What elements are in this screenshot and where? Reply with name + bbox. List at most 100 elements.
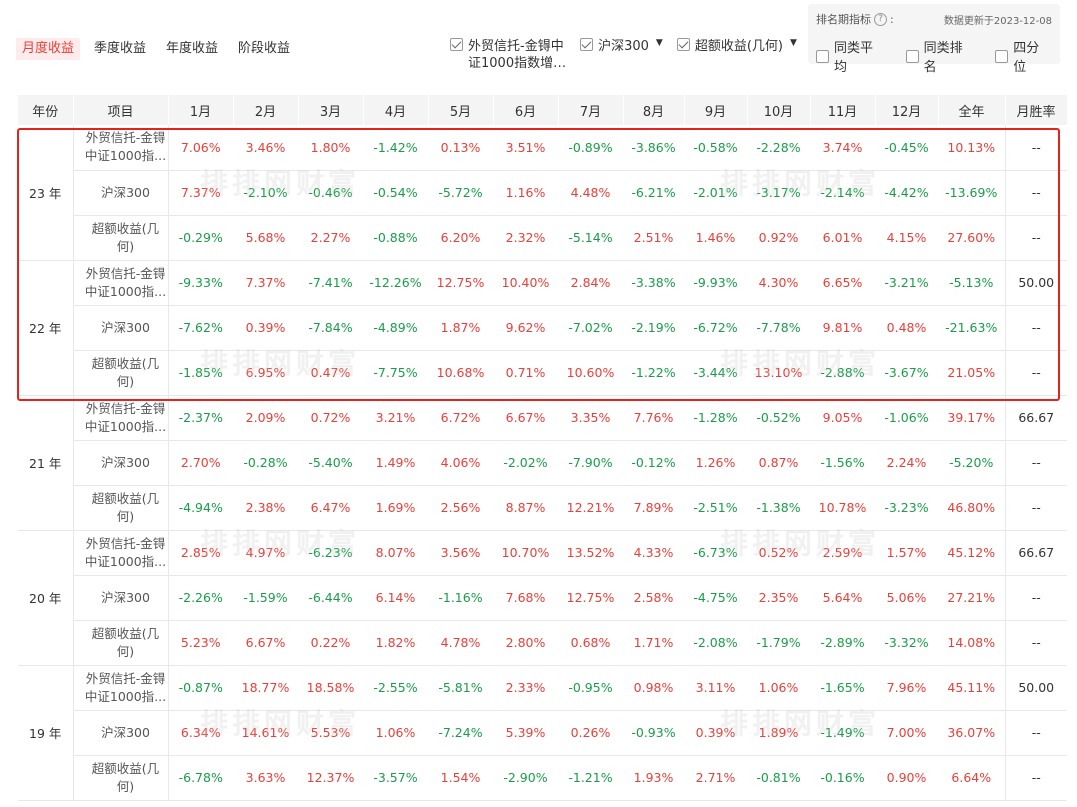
checkbox-fund[interactable] <box>450 38 463 51</box>
win-rate-cell: -- <box>1004 575 1067 621</box>
help-icon[interactable]: ? <box>874 12 887 26</box>
return-cell: 0.98% <box>623 665 684 711</box>
year-cell: 20 年 <box>18 530 74 666</box>
table-row: 超额收益(几何) -6.78% 3.63% 12.37% -3.57% 1.54% -2.9… <box>18 755 1067 801</box>
option-quartile[interactable]: 四分位 <box>995 37 1052 75</box>
return-cell: 0.26% <box>558 710 623 756</box>
return-cell: 12.75% <box>428 260 493 306</box>
table-row: 沪深300 -7.62% 0.39% -7.84% -4.89% 1.87% 9.62% -7… <box>18 305 1067 351</box>
return-cell: 0.13% <box>428 125 493 171</box>
table-row: 超额收益(几何) 5.23% 6.67% 0.22% 1.82% 4.78% 2.80% 0.… <box>18 620 1067 666</box>
return-cell: -1.16% <box>428 575 493 621</box>
return-cell: -2.90% <box>493 755 558 801</box>
return-cell: 0.39% <box>684 710 747 756</box>
win-rate-cell: -- <box>1004 755 1067 801</box>
return-cell: 13.52% <box>558 530 623 576</box>
return-cell: -2.28% <box>747 125 810 171</box>
return-cell: 4.33% <box>623 530 684 576</box>
return-cell: 14.08% <box>938 620 1005 666</box>
return-cell: 6.67% <box>493 395 558 441</box>
table-row: 沪深300 7.37% -2.10% -0.46% -0.54% -5.72% 1.16% 4… <box>18 170 1067 216</box>
return-cell: -1.38% <box>747 485 810 531</box>
tab-quarterly-return[interactable]: 季度收益 <box>94 41 147 56</box>
return-cell: 6.67% <box>233 620 298 666</box>
return-cell: -1.56% <box>810 440 875 486</box>
return-cell: -0.28% <box>233 440 298 486</box>
return-cell: -0.95% <box>558 665 623 711</box>
column-header: 7月 <box>558 95 624 125</box>
return-cell: 10.60% <box>558 350 623 396</box>
return-cell: 3.51% <box>493 125 558 171</box>
return-cell: 7.96% <box>875 665 938 711</box>
ranking-title-colon: : <box>890 12 894 26</box>
monthly-return-table: 年份 项目 1月 2月 3月 4月 5月 6月 7月 8月 9月 10月 11月 12月 全年 月胜率 23 … <box>18 95 1068 801</box>
item-label: 沪深300 <box>101 589 150 605</box>
checkbox-excess[interactable] <box>676 38 690 51</box>
return-cell: 3.63% <box>233 755 298 801</box>
return-cell: -4.89% <box>363 305 428 351</box>
return-cell: 1.80% <box>298 125 363 171</box>
option-peer-average[interactable]: 同类平均 <box>816 37 886 75</box>
return-cell: 4.06% <box>428 440 493 486</box>
return-period-tabs: 月度收益 季度收益 年度收益 阶段收益 <box>16 38 304 60</box>
legend-item-excess[interactable]: 超额收益(几何) ▼ <box>676 38 797 55</box>
table-row: 20 年外贸信托-金锝 中证1000指... 2.85% 4.97% -6.23% 8.0… <box>18 530 1067 666</box>
chevron-down-icon[interactable]: ▼ <box>655 38 663 48</box>
return-cell: 2.24% <box>875 440 938 486</box>
legend-item-hs300[interactable]: 沪深300 ▼ <box>580 38 663 55</box>
return-cell: 2.35% <box>747 575 810 621</box>
option-peer-rank[interactable]: 同类排名 <box>905 37 976 75</box>
data-update-time: 数据更新于2023-12-08 <box>943 16 1052 27</box>
return-cell: 21.05% <box>938 350 1005 396</box>
checkbox-peer-average[interactable] <box>816 49 829 63</box>
return-cell: -1.49% <box>810 710 875 756</box>
return-cell: 1.87% <box>428 305 493 351</box>
return-cell: -0.87% <box>168 665 233 711</box>
tab-monthly-return[interactable]: 月度收益 <box>16 38 81 60</box>
item-label: 超额收益(几何) <box>91 220 160 254</box>
win-rate-cell: -- <box>1004 170 1067 216</box>
return-cell: 7.00% <box>875 710 938 756</box>
column-header: 项目 <box>73 95 169 125</box>
return-cell: 4.48% <box>558 170 623 216</box>
return-cell: -1.42% <box>363 125 428 171</box>
checkbox-peer-rank[interactable] <box>905 49 919 63</box>
return-cell: -0.93% <box>623 710 684 756</box>
win-rate-cell: -- <box>1004 125 1067 171</box>
return-cell: -7.24% <box>428 710 493 756</box>
column-header: 3月 <box>298 95 364 125</box>
return-cell: -0.58% <box>684 125 747 171</box>
column-header: 全年 <box>938 95 1006 125</box>
checkbox-quartile[interactable] <box>995 49 1009 63</box>
return-cell: -1.85% <box>168 350 233 396</box>
return-cell: -2.02% <box>493 440 558 486</box>
win-rate-cell: -- <box>1004 215 1067 261</box>
return-cell: 2.56% <box>428 485 493 531</box>
return-cell: -5.72% <box>428 170 493 216</box>
return-cell: 4.15% <box>875 215 938 261</box>
item-label: 超额收益(几何) <box>91 760 160 794</box>
return-cell: 12.75% <box>558 575 623 621</box>
return-cell: -6.72% <box>684 305 747 351</box>
legend-excess-label: 超额收益(几何) <box>694 39 783 54</box>
item-cell: 超额收益(几何) <box>73 620 169 666</box>
table-row: 超额收益(几何) -0.29% 5.68% 2.27% -0.88% 6.20% 2.32%… <box>18 215 1067 261</box>
return-cell: 6.14% <box>363 575 428 621</box>
table-row: 超额收益(几何) -4.94% 2.38% 6.47% 1.69% 2.56% 8.87% 1… <box>18 485 1067 531</box>
return-cell: -2.10% <box>233 170 298 216</box>
legend-item-fund[interactable]: 外贸信托-金锝中 证1000指数增… <box>450 38 566 72</box>
chevron-down-icon[interactable]: ▼ <box>790 38 797 48</box>
item-cell: 沪深300 <box>73 440 169 486</box>
tab-annual-return[interactable]: 年度收益 <box>166 41 219 56</box>
tab-stage-return[interactable]: 阶段收益 <box>238 41 291 56</box>
return-cell: 8.07% <box>363 530 428 576</box>
return-cell: 7.76% <box>623 395 684 441</box>
item-label: 沪深300 <box>101 724 150 740</box>
table-row: 21 年外贸信托-金锝 中证1000指... -2.37% 2.09% 0.72% 3.2… <box>18 395 1067 531</box>
return-cell: 46.80% <box>938 485 1005 531</box>
return-cell: -3.17% <box>747 170 810 216</box>
checkbox-hs300[interactable] <box>580 38 594 51</box>
return-cell: 36.07% <box>938 710 1005 756</box>
return-cell: 1.57% <box>875 530 938 576</box>
return-cell: 0.90% <box>875 755 938 801</box>
